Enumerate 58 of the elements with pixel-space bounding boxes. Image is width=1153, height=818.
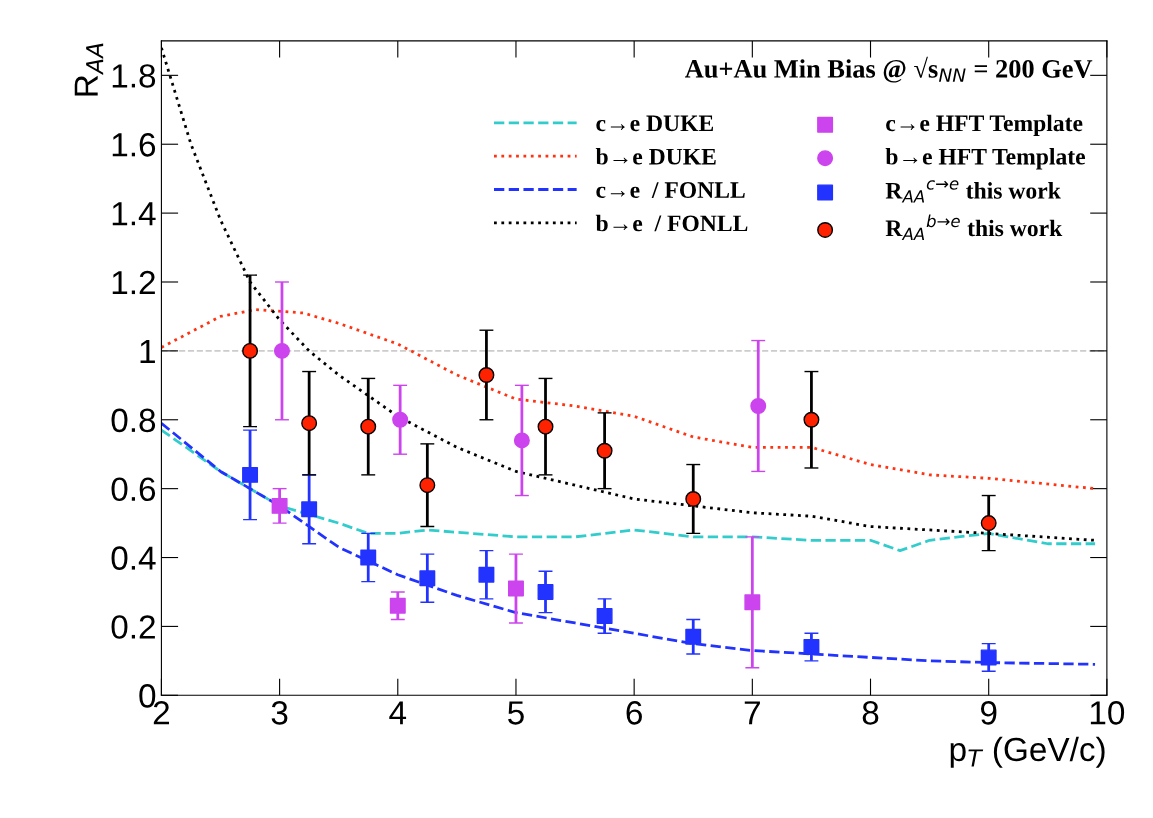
point <box>507 580 524 597</box>
legend-label: c→e DUKE <box>596 115 714 132</box>
point <box>980 515 997 532</box>
point <box>685 491 702 507</box>
point <box>301 501 318 518</box>
point <box>537 418 554 435</box>
y-tick-label: 1.8 <box>112 64 156 88</box>
point <box>685 628 702 645</box>
x-tick-label: 6 <box>626 701 642 725</box>
y-tick-label: 1.6 <box>112 133 156 157</box>
y-tick-label: 1 <box>140 340 155 363</box>
y-axis-title: R$_{AA}$ <box>74 43 104 96</box>
point <box>301 415 318 432</box>
x-tick-label: 5 <box>508 701 524 725</box>
line-series <box>161 428 1097 553</box>
point <box>419 477 436 494</box>
point <box>750 398 767 414</box>
point <box>271 497 288 514</box>
y-tick-label: 1.4 <box>112 202 156 226</box>
legend-label: b→e / FONLL <box>595 214 748 232</box>
x-tick-label: 9 <box>980 701 997 725</box>
point <box>389 597 406 614</box>
x-tick-label: 3 <box>271 701 288 725</box>
point <box>360 549 377 566</box>
point <box>596 442 613 459</box>
x-tick-label: 4 <box>389 701 407 725</box>
point <box>478 367 495 383</box>
point <box>596 608 613 625</box>
legend-label: c→e HFT Template <box>886 114 1083 137</box>
legend-label: R$_{AA}$$^{b→e}$ this work <box>885 214 1063 240</box>
point <box>242 466 259 483</box>
point <box>744 594 761 611</box>
point <box>360 418 377 435</box>
legend-label: R$_{AA}$$^{c→e}$ this work <box>885 180 1061 203</box>
point <box>242 342 259 359</box>
x-tick-label: 10 <box>1090 701 1125 725</box>
point <box>513 432 530 449</box>
legend-label: b→e HFT Template <box>885 148 1086 170</box>
y-tick-label: 0.2 <box>111 615 155 639</box>
point <box>537 583 554 600</box>
point <box>419 570 436 587</box>
annotation: Au+Au Min Bias @ √s$_{NN}$ = 200 GeV <box>684 56 1093 83</box>
point <box>273 342 290 359</box>
y-tick-label: 0.6 <box>111 477 156 502</box>
y-tick-label: 1.2 <box>112 270 155 295</box>
line-series <box>161 421 1097 666</box>
point <box>803 639 820 656</box>
x-tick-label: 8 <box>862 701 879 725</box>
point <box>392 411 409 428</box>
x-axis-title: p$_{T}$ (GeV/c) <box>950 736 1105 768</box>
legend-label: c→e / FONLL <box>596 182 745 198</box>
point <box>478 566 495 583</box>
y-tick-label: 0.8 <box>111 408 156 433</box>
point <box>980 649 997 666</box>
point <box>803 411 820 428</box>
y-tick-label: 0.4 <box>111 546 156 570</box>
legend-label: b→e DUKE <box>595 148 716 165</box>
x-tick-label: 7 <box>744 701 760 725</box>
